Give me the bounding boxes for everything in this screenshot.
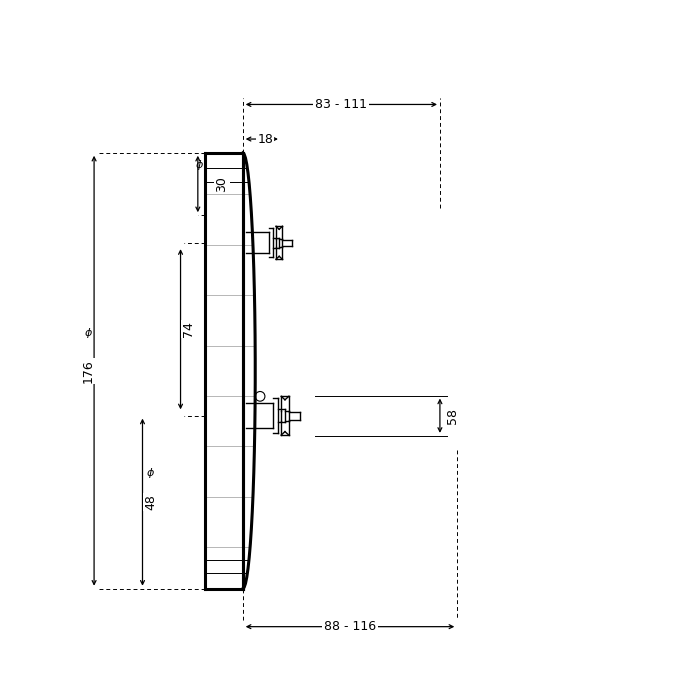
Text: $\phi$: $\phi$ [84,326,93,340]
Text: 83 - 111: 83 - 111 [316,98,368,111]
Text: $\phi$: $\phi$ [195,158,204,172]
Text: 176: 176 [82,359,95,383]
Text: 18: 18 [258,132,273,146]
Text: 30: 30 [216,176,228,192]
Text: $\phi$: $\phi$ [146,466,155,480]
Text: 58: 58 [446,407,459,424]
Text: 74: 74 [182,321,195,337]
Text: 48: 48 [144,494,158,510]
Text: 88 - 116: 88 - 116 [324,620,376,634]
